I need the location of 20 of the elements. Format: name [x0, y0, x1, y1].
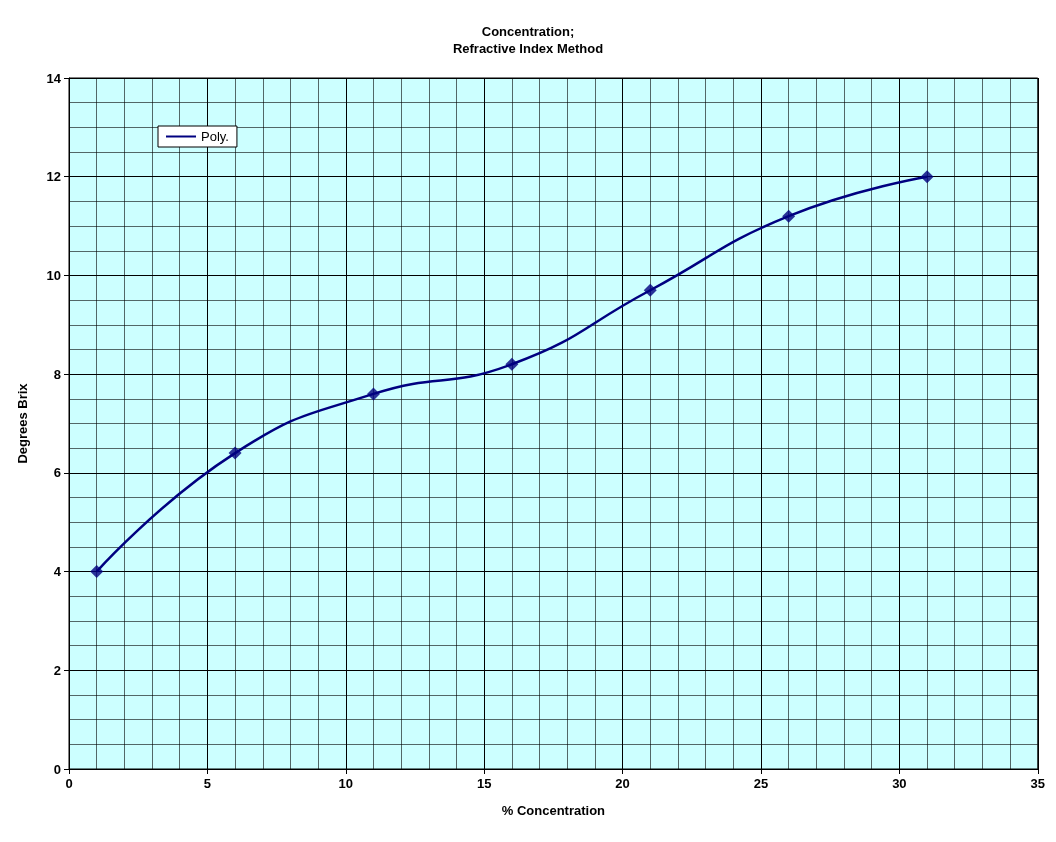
y-axis-title: Degrees Brix	[15, 382, 30, 464]
y-tick-label: 6	[53, 465, 61, 481]
y-tick-label: 12	[46, 169, 61, 185]
x-tick-label: 35	[1030, 776, 1045, 791]
x-tick-label: 25	[753, 776, 769, 791]
x-tick-label: 10	[338, 776, 354, 791]
y-tick-label: 0	[53, 761, 61, 777]
legend-label: Poly.	[201, 129, 229, 144]
y-tick-label: 10	[46, 267, 61, 283]
x-axis-title: % Concentration	[501, 803, 606, 818]
chart-title: Concentration; Refractive Index Method	[452, 24, 604, 56]
x-tick-label: 5	[203, 776, 212, 791]
y-tick-label: 2	[53, 662, 61, 678]
x-tick-label: 0	[65, 776, 73, 791]
y-tick-label: 4	[53, 564, 62, 580]
x-tick-label: 20	[615, 776, 630, 791]
x-tick-label: 30	[892, 776, 907, 791]
x-tick-label: 15	[476, 776, 492, 791]
y-tick-label: 8	[53, 366, 61, 382]
y-tick-label: 14	[46, 70, 62, 86]
